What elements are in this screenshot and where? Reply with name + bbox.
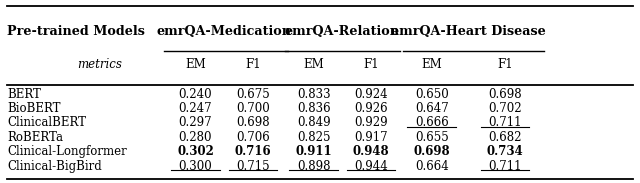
- Text: emrQA-Relation: emrQA-Relation: [285, 25, 400, 38]
- Text: 0.297: 0.297: [179, 116, 212, 129]
- Text: 0.300: 0.300: [179, 160, 212, 173]
- Text: 0.650: 0.650: [415, 87, 449, 101]
- Text: 0.911: 0.911: [295, 145, 332, 158]
- Text: 0.711: 0.711: [488, 116, 522, 129]
- Text: EM: EM: [421, 58, 442, 71]
- Text: 0.698: 0.698: [236, 116, 269, 129]
- Text: metrics: metrics: [77, 58, 122, 71]
- Text: 0.833: 0.833: [297, 87, 330, 101]
- Text: 0.666: 0.666: [415, 116, 449, 129]
- Text: 0.836: 0.836: [297, 102, 330, 115]
- Text: 0.734: 0.734: [487, 145, 524, 158]
- Text: 0.280: 0.280: [179, 131, 212, 144]
- Text: 0.944: 0.944: [354, 160, 388, 173]
- Text: 0.698: 0.698: [413, 145, 450, 158]
- Text: emrQA-Medication: emrQA-Medication: [157, 25, 292, 38]
- Text: 0.682: 0.682: [488, 131, 522, 144]
- Text: 0.711: 0.711: [488, 160, 522, 173]
- Text: 0.917: 0.917: [355, 131, 388, 144]
- Text: 0.247: 0.247: [179, 102, 212, 115]
- Text: BioBERT: BioBERT: [7, 102, 61, 115]
- Text: ClinicalBERT: ClinicalBERT: [7, 116, 86, 129]
- Text: EM: EM: [185, 58, 206, 71]
- Text: Clinical-Longformer: Clinical-Longformer: [7, 145, 127, 158]
- Text: 0.302: 0.302: [177, 145, 214, 158]
- Text: 0.898: 0.898: [297, 160, 330, 173]
- Text: emrQA-Heart Disease: emrQA-Heart Disease: [392, 25, 546, 38]
- Text: F1: F1: [245, 58, 260, 71]
- Text: F1: F1: [364, 58, 379, 71]
- Text: Clinical-BigBird: Clinical-BigBird: [7, 160, 102, 173]
- Text: 0.716: 0.716: [235, 145, 271, 158]
- Text: 0.664: 0.664: [415, 160, 449, 173]
- Text: 0.948: 0.948: [353, 145, 389, 158]
- Text: 0.926: 0.926: [355, 102, 388, 115]
- Text: 0.647: 0.647: [415, 102, 449, 115]
- Text: Pre-trained Models: Pre-trained Models: [7, 25, 145, 38]
- Text: 0.655: 0.655: [415, 131, 449, 144]
- Text: 0.849: 0.849: [297, 116, 330, 129]
- Text: 0.825: 0.825: [297, 131, 330, 144]
- Text: 0.240: 0.240: [179, 87, 212, 101]
- Text: 0.929: 0.929: [355, 116, 388, 129]
- Text: EM: EM: [303, 58, 324, 71]
- Text: 0.702: 0.702: [488, 102, 522, 115]
- Text: 0.698: 0.698: [488, 87, 522, 101]
- Text: BERT: BERT: [7, 87, 41, 101]
- Text: RoBERTa: RoBERTa: [7, 131, 63, 144]
- Text: 0.700: 0.700: [236, 102, 270, 115]
- Text: 0.675: 0.675: [236, 87, 270, 101]
- Text: 0.924: 0.924: [355, 87, 388, 101]
- Text: 0.715: 0.715: [236, 160, 269, 173]
- Text: 0.706: 0.706: [236, 131, 270, 144]
- Text: F1: F1: [497, 58, 513, 71]
